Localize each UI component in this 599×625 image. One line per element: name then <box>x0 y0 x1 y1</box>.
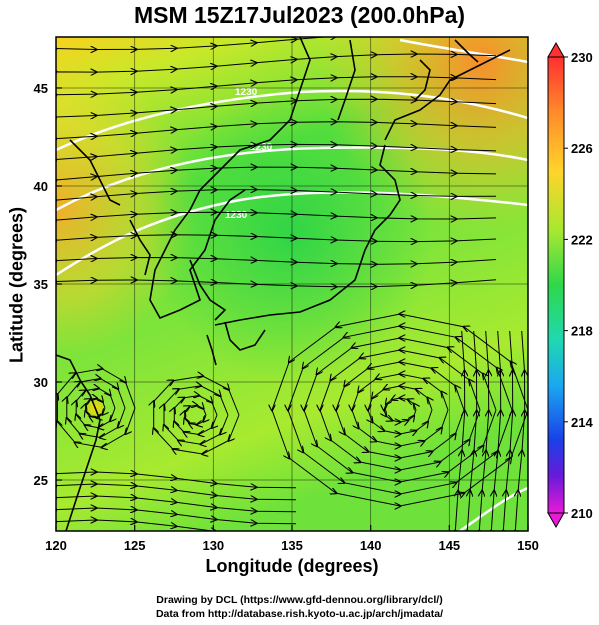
streamline <box>56 77 497 99</box>
colorbar-label: 226 <box>571 141 593 156</box>
graticule <box>56 37 528 531</box>
credit-drawing: Drawing by DCL (https://www.gfd-dennou.o… <box>156 594 443 606</box>
x-tick-label: 120 <box>45 538 67 553</box>
chart-title: MSM 15Z17Jul2023 (200.0hPa) <box>133 2 466 28</box>
x-tick-label: 145 <box>438 538 460 553</box>
colorbar-label: 210 <box>571 506 593 521</box>
streamline <box>154 376 240 454</box>
streamline <box>56 190 497 209</box>
streamline <box>56 235 497 253</box>
y-tick-label: 40 <box>34 179 48 194</box>
streamline <box>467 330 476 531</box>
streamline <box>56 37 496 55</box>
contour-label: 1230 <box>225 210 248 221</box>
colorbar-bottom-arrow <box>547 512 565 529</box>
streamline <box>56 122 497 143</box>
y-axis: 25 30 35 40 45 <box>34 81 62 488</box>
coastlines <box>56 37 511 531</box>
colorbar: 230 226 222 218 214 210 <box>547 41 593 529</box>
x-tick-label: 150 <box>517 538 539 553</box>
streamline <box>491 330 500 531</box>
colorbar-scale <box>547 56 565 514</box>
streamline <box>56 54 497 77</box>
colorbar-label: 222 <box>571 232 593 247</box>
y-tick-label: 45 <box>34 81 48 96</box>
streamline <box>57 369 136 448</box>
x-tick-label: 140 <box>360 538 382 553</box>
x-axis-label: Longitude (degrees) <box>205 556 379 576</box>
credit-data: Data from http://database.rish.kyoto-u.a… <box>155 608 444 620</box>
x-tick-label: 125 <box>124 538 146 553</box>
colorbar-top-arrow <box>547 41 565 58</box>
streamline <box>56 258 497 275</box>
x-tick-label: 130 <box>202 538 224 553</box>
colorbar-label: 230 <box>571 50 593 65</box>
wind-streamlines <box>56 37 528 531</box>
streamline <box>56 520 296 531</box>
x-tick-label: 135 <box>281 538 303 553</box>
y-tick-label: 30 <box>34 375 48 390</box>
streamline <box>515 330 524 531</box>
y-tick-label: 35 <box>34 277 48 292</box>
streamline <box>56 167 497 187</box>
streamline <box>479 330 488 531</box>
y-tick-label: 25 <box>34 473 48 488</box>
colorbar-label: 214 <box>571 415 593 430</box>
contour-label: 1230 <box>235 87 258 98</box>
streamline <box>56 212 497 231</box>
streamline <box>503 330 512 531</box>
y-axis-label: Latitude (degrees) <box>6 206 27 364</box>
streamline <box>455 330 464 531</box>
colorbar-label: 218 <box>571 324 593 339</box>
x-axis: 120 125 130 135 140 145 150 <box>45 525 539 553</box>
